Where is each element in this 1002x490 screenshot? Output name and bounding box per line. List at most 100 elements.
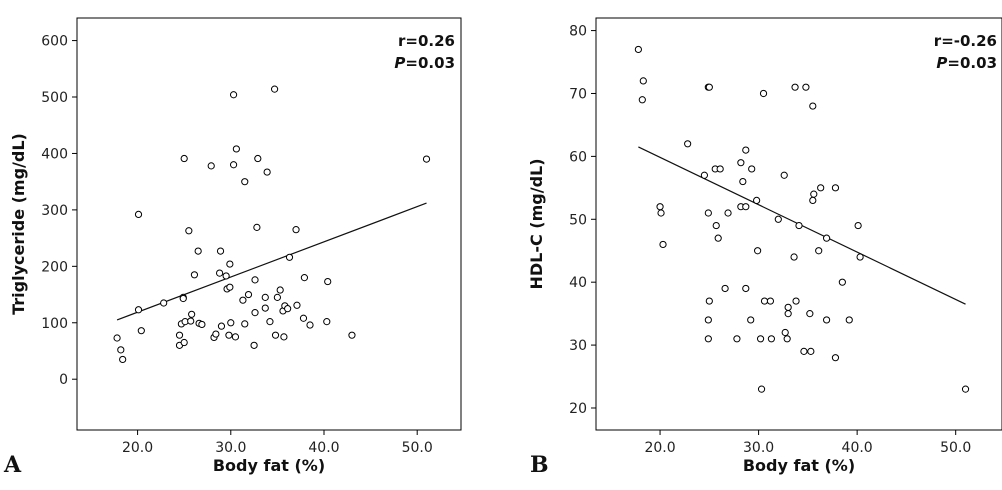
data-point bbox=[285, 253, 294, 261]
data-point bbox=[239, 296, 247, 304]
data-point bbox=[241, 320, 249, 328]
data-point bbox=[760, 297, 769, 305]
data-point bbox=[216, 247, 225, 255]
data-point bbox=[854, 221, 862, 230]
data-point bbox=[273, 293, 281, 301]
data-point bbox=[639, 77, 647, 85]
p-letter: P bbox=[394, 54, 405, 72]
x-tick-label: 50.0 bbox=[402, 440, 433, 456]
data-point bbox=[716, 165, 724, 173]
data-point bbox=[323, 318, 331, 326]
y-tick-label: 400 bbox=[41, 146, 68, 162]
data-point bbox=[175, 331, 184, 339]
x-axis-label: Body fat (%) bbox=[213, 456, 325, 475]
data-point bbox=[831, 354, 840, 362]
y-tick-label: 20 bbox=[569, 401, 587, 417]
data-point bbox=[742, 284, 750, 293]
data-point bbox=[659, 240, 667, 249]
data-point bbox=[756, 335, 765, 343]
data-point bbox=[185, 227, 193, 235]
y-tick-label: 100 bbox=[41, 316, 68, 332]
data-point bbox=[807, 347, 815, 355]
data-point bbox=[119, 355, 127, 364]
r-value-annotation: r=0.26 bbox=[398, 32, 455, 50]
data-point bbox=[961, 385, 970, 393]
points-layer bbox=[634, 45, 970, 393]
data-point bbox=[187, 317, 195, 325]
data-point bbox=[232, 145, 240, 153]
y-tick-label: 70 bbox=[569, 86, 587, 102]
data-point bbox=[188, 310, 196, 318]
panel-a: 0 100 200 300 400 500 600 20.0 30.0 40.0 50.0 Body… bbox=[3, 17, 462, 478]
data-point bbox=[422, 155, 431, 163]
data-point bbox=[113, 334, 121, 342]
data-point bbox=[137, 327, 145, 335]
data-point bbox=[757, 385, 766, 393]
data-point bbox=[217, 322, 226, 330]
data-point bbox=[656, 203, 664, 211]
data-point bbox=[754, 247, 762, 255]
data-point bbox=[276, 286, 284, 294]
data-point bbox=[747, 316, 755, 324]
data-point bbox=[251, 276, 259, 284]
data-point bbox=[251, 309, 259, 317]
data-point bbox=[241, 178, 249, 186]
data-point bbox=[638, 96, 646, 104]
data-point bbox=[817, 184, 825, 192]
data-point bbox=[767, 335, 776, 343]
data-point bbox=[263, 168, 271, 176]
data-point bbox=[809, 102, 817, 110]
x-tick-label: 30.0 bbox=[215, 440, 246, 456]
data-point bbox=[280, 333, 288, 341]
data-point bbox=[766, 297, 775, 305]
y-tick-label: 80 bbox=[569, 24, 587, 40]
data-point bbox=[815, 247, 823, 255]
plot-area-frame bbox=[76, 17, 462, 431]
y-axis-label: HDL-C (mg/dL) bbox=[527, 158, 546, 289]
panel-b: 20 30 40 50 60 70 80 20.0 30.0 40.0 50.0 Body fat … bbox=[527, 17, 1002, 478]
data-point bbox=[721, 284, 729, 293]
data-point bbox=[753, 196, 761, 205]
data-point bbox=[742, 146, 750, 154]
data-point bbox=[261, 304, 269, 312]
data-point bbox=[198, 320, 206, 329]
data-point bbox=[212, 330, 220, 338]
data-point bbox=[748, 165, 756, 173]
data-point bbox=[705, 297, 713, 305]
data-point bbox=[781, 328, 789, 337]
y-tick-label: 0 bbox=[59, 372, 68, 388]
data-point bbox=[724, 209, 732, 217]
data-point bbox=[229, 91, 238, 99]
data-point bbox=[783, 335, 791, 343]
data-point bbox=[253, 223, 261, 231]
data-point bbox=[292, 226, 300, 234]
data-point bbox=[216, 269, 224, 277]
p-value-annotation: P=0.03 bbox=[936, 54, 997, 72]
points-layer bbox=[113, 85, 431, 364]
data-point bbox=[784, 303, 792, 311]
data-point bbox=[225, 331, 233, 339]
data-point bbox=[822, 234, 831, 242]
y-tick-label: 500 bbox=[41, 90, 68, 106]
data-point bbox=[227, 319, 235, 327]
data-point bbox=[704, 335, 712, 343]
data-point bbox=[207, 162, 215, 170]
fit-line-layer bbox=[116, 202, 427, 321]
data-point bbox=[229, 161, 238, 169]
y-tick-label: 30 bbox=[569, 338, 587, 354]
data-point bbox=[117, 346, 125, 354]
data-point bbox=[795, 221, 803, 230]
x-tick-label: 40.0 bbox=[308, 440, 339, 456]
data-point bbox=[324, 277, 332, 286]
data-point bbox=[180, 154, 188, 163]
data-point bbox=[271, 331, 280, 339]
data-point bbox=[802, 83, 810, 91]
data-point bbox=[700, 171, 708, 179]
x-tick-label: 50.0 bbox=[940, 440, 971, 456]
y-tick-label: 600 bbox=[41, 34, 68, 50]
data-point bbox=[742, 203, 750, 211]
data-point bbox=[705, 83, 713, 91]
regression-line bbox=[116, 202, 427, 321]
data-point bbox=[704, 316, 712, 324]
